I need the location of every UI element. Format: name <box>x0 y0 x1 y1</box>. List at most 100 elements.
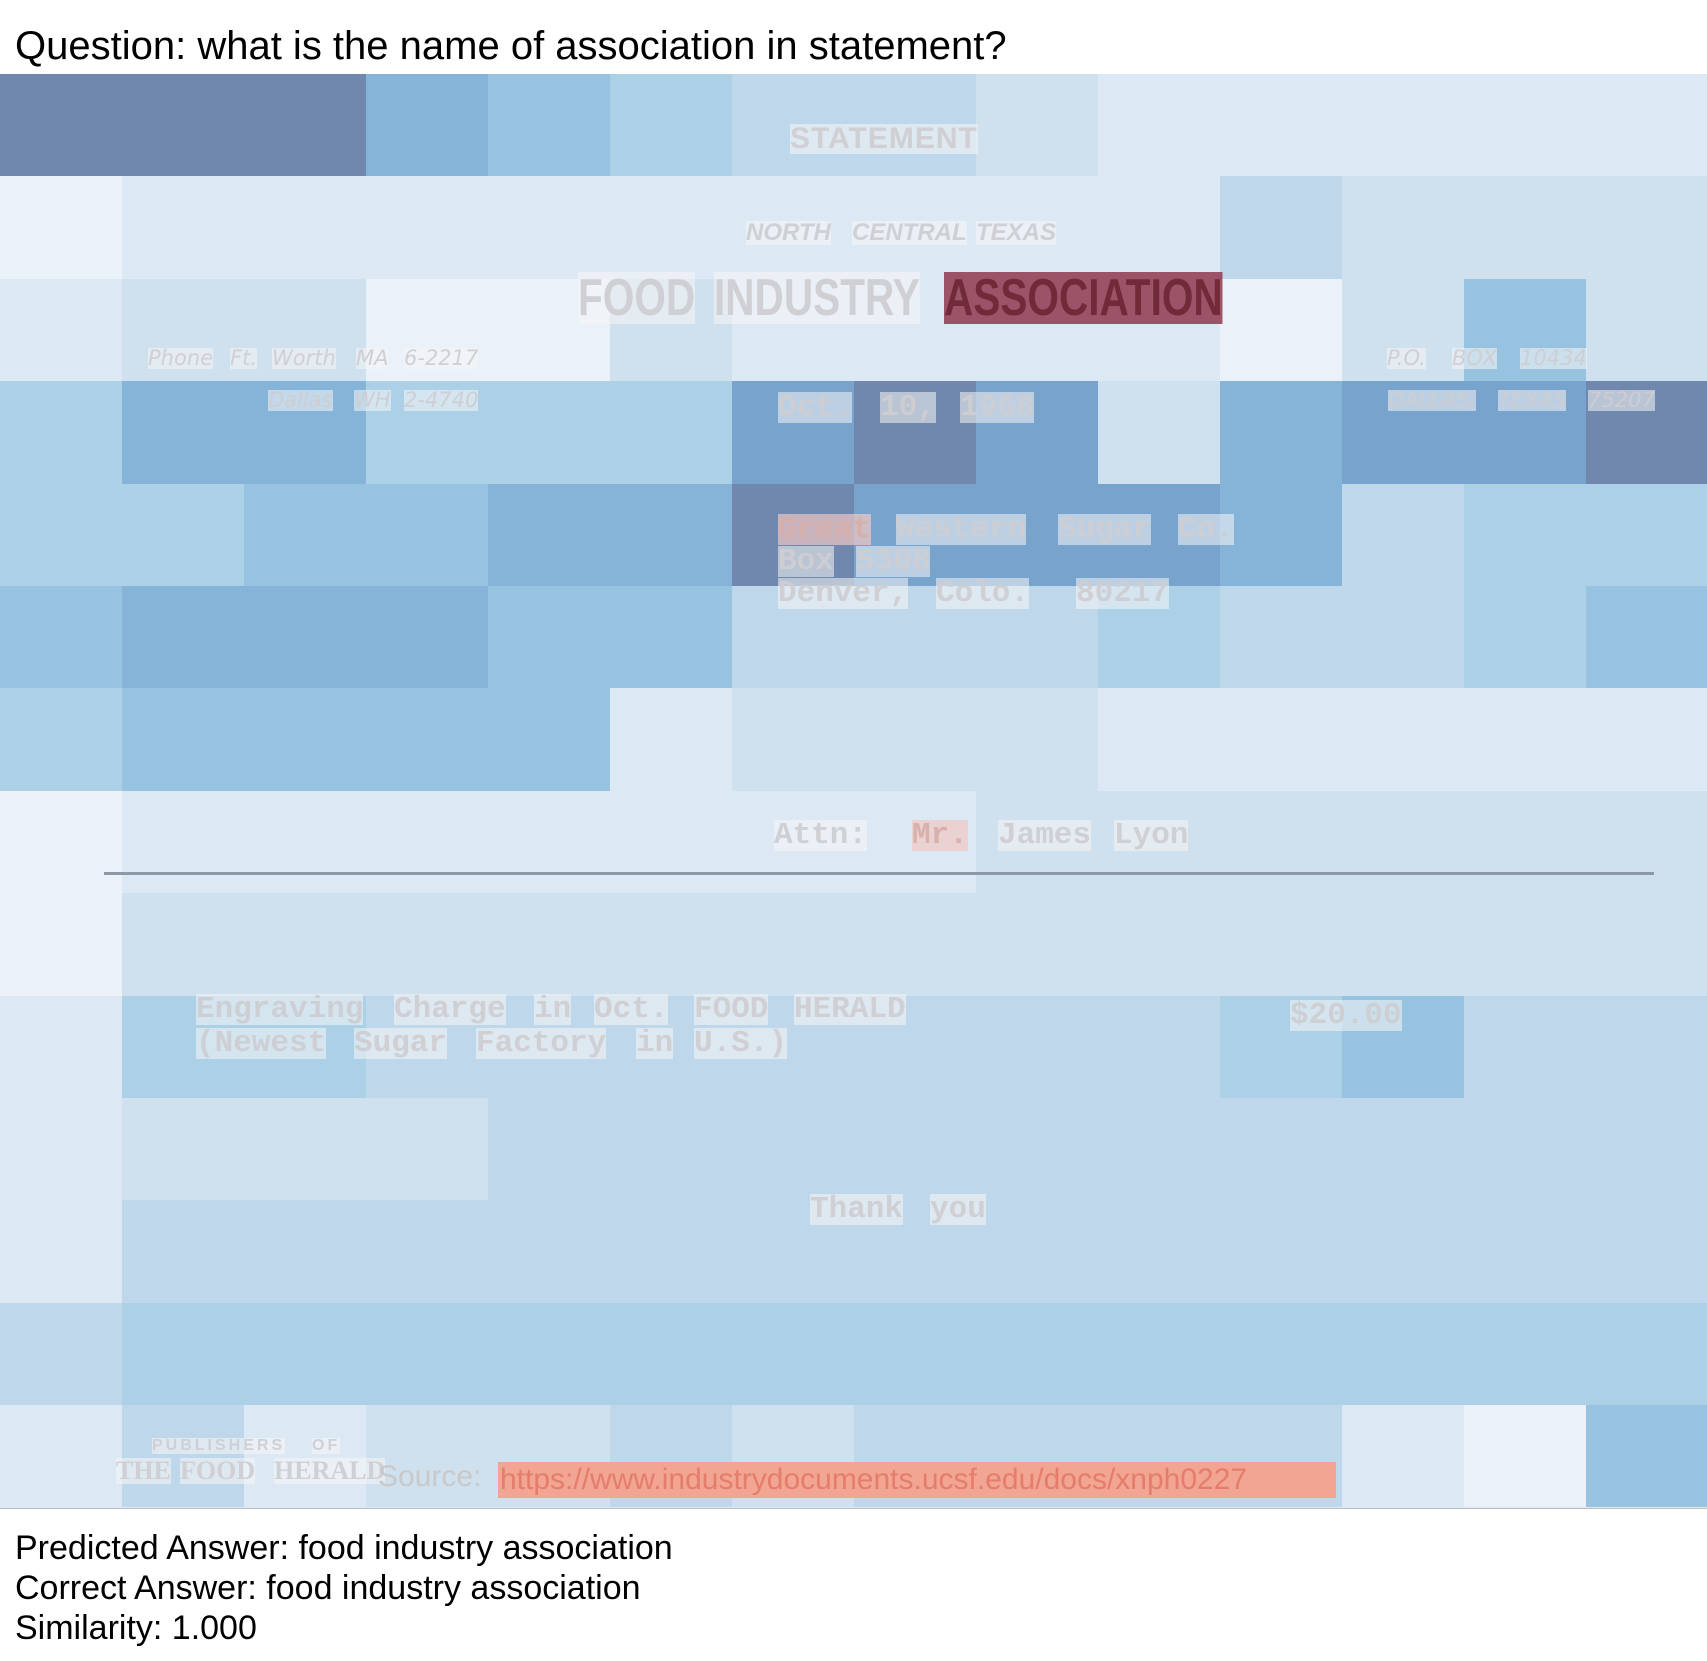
heatmap-cell <box>0 483 122 586</box>
heatmap-cell <box>488 585 610 689</box>
phone-word: 2-4740 <box>404 388 479 412</box>
heatmap-cell <box>1342 176 1464 279</box>
heatmap-cell <box>366 1200 488 1303</box>
heatmap-cell <box>244 176 366 279</box>
heatmap-cell <box>732 893 854 996</box>
publisher-name-word: HERALD <box>274 1456 386 1485</box>
heatmap-cell <box>854 1302 976 1406</box>
heatmap-cell <box>1220 1200 1342 1303</box>
heatmap-cell <box>1220 585 1342 689</box>
attention-heatmap <box>0 74 1707 1508</box>
heatmap-cell <box>1220 790 1342 894</box>
heatmap-cell <box>122 1200 244 1303</box>
heatmap-cell <box>366 74 488 177</box>
heatmap-cell <box>1586 278 1707 382</box>
recipient-word: Co. <box>1178 512 1234 547</box>
heatmap-cell <box>1586 688 1707 791</box>
heatmap-cell <box>1342 1302 1464 1406</box>
heatmap-cell <box>1586 176 1707 279</box>
recipient-word: Colo. <box>936 576 1030 611</box>
heatmap-cell <box>976 995 1098 1098</box>
recipient-word: 80217 <box>1076 576 1170 611</box>
heatmap-cell <box>488 1302 610 1406</box>
heatmap-cell <box>0 1302 122 1406</box>
heatmap-cell <box>1220 176 1342 279</box>
heatmap-cell <box>610 585 732 689</box>
heatmap-cell <box>0 995 122 1098</box>
thanks-word: Thank <box>810 1192 904 1227</box>
heatmap-cell <box>122 893 244 996</box>
heatmap-cell <box>1342 1097 1464 1201</box>
item-word: Charge <box>394 992 506 1027</box>
item-word: Factory <box>476 1026 607 1061</box>
similarity-score: Similarity: 1.000 <box>15 1609 257 1647</box>
heatmap-cell <box>1464 688 1586 791</box>
recipient-word: Western <box>896 512 1027 547</box>
heatmap-cell <box>122 1405 244 1508</box>
heatmap-cell <box>854 1097 976 1201</box>
address-city-word: 75207 <box>1588 388 1655 412</box>
heatmap-cell <box>122 1302 244 1406</box>
heatmap-cell <box>1464 790 1586 894</box>
heatmap-cell <box>488 1200 610 1303</box>
heatmap-cell <box>244 1200 366 1303</box>
heatmap-cell <box>122 381 244 484</box>
heatmap-cell <box>610 1302 732 1406</box>
heatmap-cell <box>976 1097 1098 1201</box>
heatmap-cell <box>0 893 122 996</box>
heatmap-cell <box>1464 585 1586 689</box>
heatmap-cell <box>1586 1302 1707 1406</box>
heatmap-cell <box>976 1302 1098 1406</box>
phone-word: MA <box>356 346 389 370</box>
heatmap-cell <box>1098 176 1220 279</box>
item-word: HERALD <box>794 992 906 1027</box>
heatmap-cell <box>1586 585 1707 689</box>
source-link[interactable]: https://www.industrydocuments.ucsf.edu/d… <box>498 1462 1336 1498</box>
item-word: U.S.) <box>694 1026 788 1061</box>
heatmap-cell <box>244 74 366 177</box>
org-name-word: FOOD <box>578 269 696 327</box>
heatmap-cell <box>1098 1302 1220 1406</box>
heatmap-cell <box>1342 1200 1464 1303</box>
address-city-word: TEXAS <box>1498 388 1567 412</box>
heatmap-cell <box>0 381 122 484</box>
heatmap-cell <box>0 278 122 382</box>
phone-word: Worth <box>272 346 336 370</box>
heatmap-cell <box>488 893 610 996</box>
heatmap-cell <box>610 1200 732 1303</box>
heatmap-cell <box>0 74 122 177</box>
phone-word: Ft. <box>230 346 257 370</box>
heatmap-cell <box>122 1097 244 1201</box>
heatmap-cell <box>0 1200 122 1303</box>
heatmap-cell <box>1464 1302 1586 1406</box>
heatmap-cell <box>488 688 610 791</box>
heatmap-cell <box>0 1097 122 1201</box>
heatmap-cell <box>244 790 366 894</box>
thanks-word: you <box>930 1192 986 1227</box>
heatmap-cell <box>366 1302 488 1406</box>
item-word: Oct. <box>594 992 669 1027</box>
heatmap-cell <box>854 893 976 996</box>
heatmap-cell <box>122 585 244 689</box>
heatmap-cell <box>1586 483 1707 586</box>
heatmap-cell <box>122 688 244 791</box>
heatmap-cell <box>610 893 732 996</box>
divider-line <box>104 872 1654 875</box>
heatmap-cell <box>854 688 976 791</box>
heatmap-cell <box>1342 483 1464 586</box>
recipient-word: Great <box>778 512 872 547</box>
heatmap-cell <box>1464 995 1586 1098</box>
heatmap-cell <box>1098 995 1220 1098</box>
publisher-word: OF <box>312 1437 341 1454</box>
heatmap-cell <box>610 688 732 791</box>
heatmap-cell <box>366 790 488 894</box>
heatmap-cell <box>1464 483 1586 586</box>
heatmap-cell <box>366 585 488 689</box>
heatmap-cell <box>0 585 122 689</box>
attn-word: Mr. <box>912 818 968 853</box>
phone-word: Dallas <box>268 388 333 412</box>
date-word: Oct. <box>778 390 853 425</box>
heatmap-cell <box>0 688 122 791</box>
heatmap-cell <box>244 688 366 791</box>
statement-heading: STATEMENT <box>790 122 978 155</box>
